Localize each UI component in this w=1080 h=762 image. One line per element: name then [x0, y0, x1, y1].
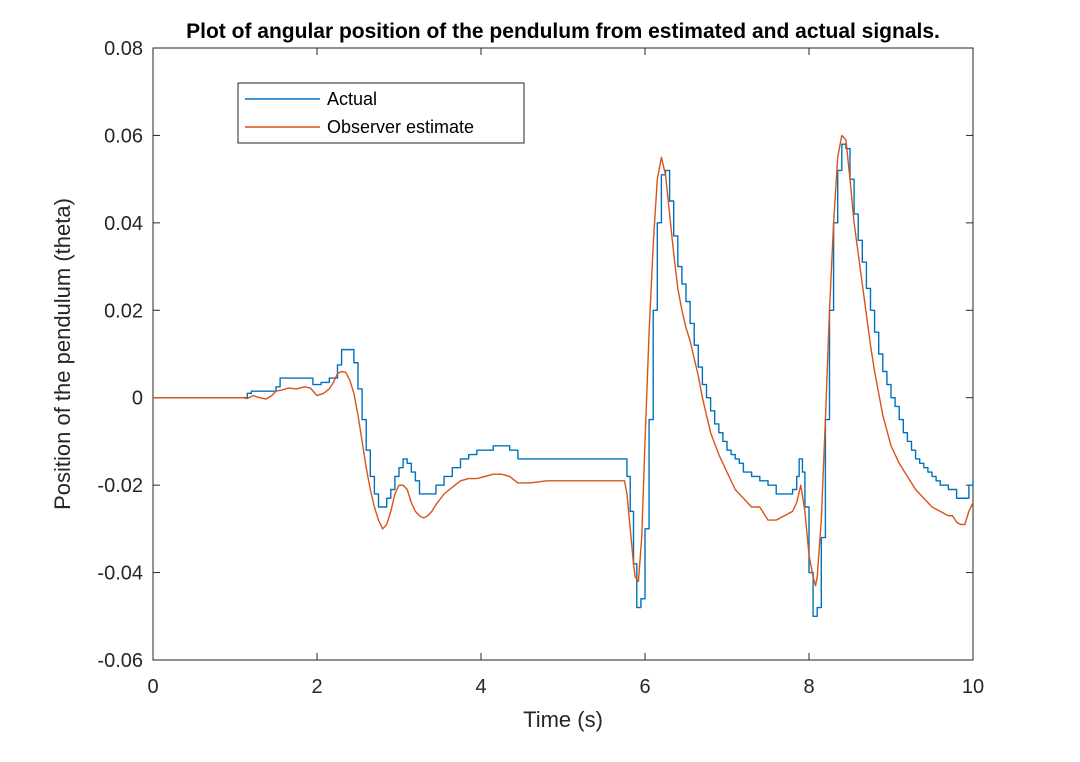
y-tick-label: -0.04	[97, 563, 143, 585]
y-axis-label: Position of the pendulum (theta)	[50, 198, 75, 510]
x-tick-label: 0	[147, 676, 158, 698]
y-tick-label: 0	[132, 388, 143, 410]
y-tick-label: 0.04	[104, 213, 143, 235]
y-tick-label: 0.02	[104, 300, 143, 322]
y-tick-label: -0.06	[97, 650, 143, 672]
x-tick-label: 4	[475, 676, 486, 698]
x-tick-label: 6	[639, 676, 650, 698]
series-line-actual	[153, 143, 974, 617]
x-axis-tick-labels: 0 2 4 6 8 10	[147, 676, 984, 698]
x-axis-label: Time (s)	[523, 707, 603, 732]
chart-title: Plot of angular position of the pendulum…	[186, 20, 940, 43]
legend: Actual Observer estimate	[237, 82, 525, 144]
legend-box	[237, 82, 525, 144]
x-tick-label: 2	[311, 676, 322, 698]
x-tick-label: 8	[803, 676, 814, 698]
legend-label-observer-estimate: Observer estimate	[327, 117, 474, 137]
series-line-observer-estimate	[153, 134, 974, 587]
x-tick-label: 10	[962, 676, 984, 698]
plot-area	[152, 47, 974, 661]
y-tick-label: 0.06	[104, 125, 143, 147]
series-lines	[153, 134, 974, 617]
legend-label-actual: Actual	[327, 89, 377, 109]
y-tick-label: 0.08	[104, 38, 143, 60]
y-tick-label: -0.02	[97, 475, 143, 497]
y-axis-tick-labels: -0.06 -0.04 -0.02 0 0.02 0.04 0.06 0.08	[97, 38, 143, 672]
